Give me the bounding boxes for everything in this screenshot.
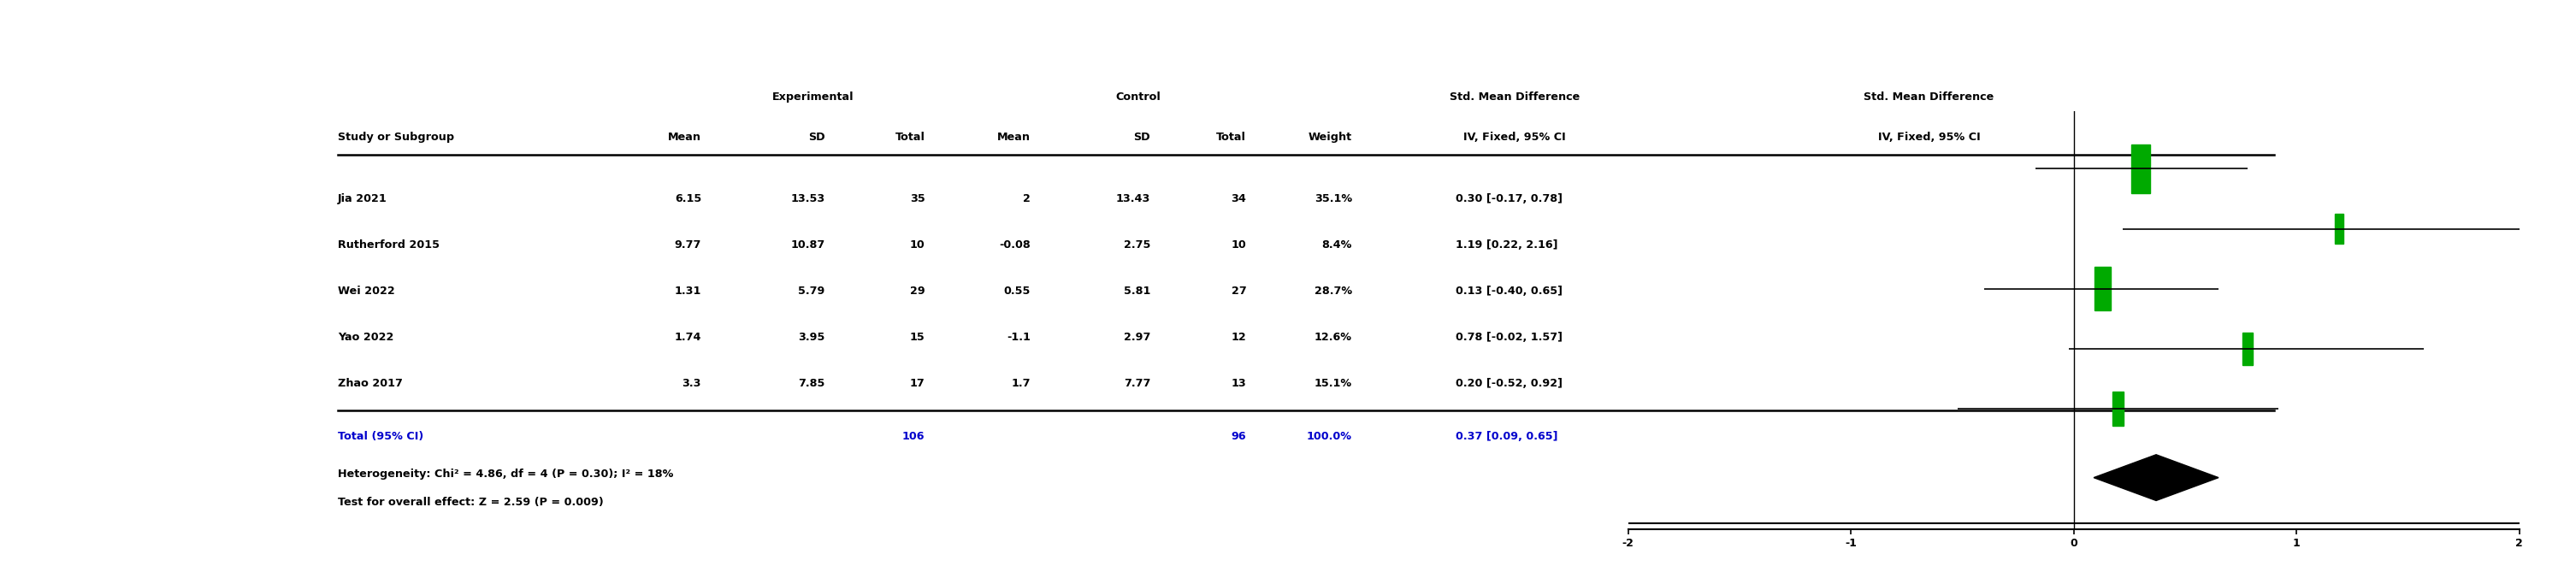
Text: 15.1%: 15.1% — [1314, 378, 1352, 389]
Text: Mean: Mean — [667, 132, 701, 142]
Text: 10: 10 — [909, 239, 925, 251]
Text: 8.4%: 8.4% — [1321, 239, 1352, 251]
Text: 1.74: 1.74 — [675, 332, 701, 343]
Text: Total: Total — [894, 132, 925, 142]
Text: 100.0%: 100.0% — [1306, 431, 1352, 442]
Text: 27: 27 — [1231, 285, 1247, 297]
Text: Mean: Mean — [997, 132, 1030, 142]
Text: 29: 29 — [909, 285, 925, 297]
Text: Experimental: Experimental — [773, 92, 855, 103]
Text: 1.31: 1.31 — [675, 285, 701, 297]
Text: Yao 2022: Yao 2022 — [337, 332, 394, 343]
Text: Std. Mean Difference: Std. Mean Difference — [1450, 92, 1579, 103]
Text: IV, Fixed, 95% CI: IV, Fixed, 95% CI — [1878, 132, 1981, 142]
Text: 2.75: 2.75 — [1123, 239, 1151, 251]
Text: 12: 12 — [1231, 332, 1247, 343]
Text: Wei 2022: Wei 2022 — [337, 285, 394, 297]
Text: 28.7%: 28.7% — [1314, 285, 1352, 297]
Bar — [2244, 333, 2251, 365]
Text: 7.85: 7.85 — [799, 378, 824, 389]
Text: 10: 10 — [1231, 239, 1247, 251]
Text: SD: SD — [809, 132, 824, 142]
Text: 5.79: 5.79 — [799, 285, 824, 297]
Text: 7.77: 7.77 — [1123, 378, 1151, 389]
Polygon shape — [2094, 455, 2218, 500]
Text: 17: 17 — [909, 378, 925, 389]
Bar — [2094, 267, 2110, 311]
Text: IV, Fixed, 95% CI: IV, Fixed, 95% CI — [1463, 132, 1566, 142]
Text: 13.43: 13.43 — [1115, 193, 1151, 204]
Text: Total (95% CI): Total (95% CI) — [337, 431, 422, 442]
Text: 35: 35 — [909, 193, 925, 204]
Text: Test for overall effect: Z = 2.59 (P = 0.009): Test for overall effect: Z = 2.59 (P = 0… — [337, 497, 603, 508]
Bar — [2334, 214, 2344, 244]
Text: 5.81: 5.81 — [1123, 285, 1151, 297]
Text: 3.3: 3.3 — [683, 378, 701, 389]
Text: Weight: Weight — [1309, 132, 1352, 142]
Text: 0.20 [-0.52, 0.92]: 0.20 [-0.52, 0.92] — [1455, 378, 1564, 389]
Text: SD: SD — [1133, 132, 1151, 142]
Text: Control: Control — [1115, 92, 1162, 103]
Text: 35.1%: 35.1% — [1314, 193, 1352, 204]
Text: 0.30 [-0.17, 0.78]: 0.30 [-0.17, 0.78] — [1455, 193, 1564, 204]
Text: 0.37 [0.09, 0.65]: 0.37 [0.09, 0.65] — [1455, 431, 1558, 442]
Text: Heterogeneity: Chi² = 4.86, df = 4 (P = 0.30); I² = 18%: Heterogeneity: Chi² = 4.86, df = 4 (P = … — [337, 468, 672, 479]
Text: 96: 96 — [1231, 431, 1247, 442]
Text: -1.1: -1.1 — [1007, 332, 1030, 343]
Text: 0.55: 0.55 — [1005, 285, 1030, 297]
Text: 0.78 [-0.02, 1.57]: 0.78 [-0.02, 1.57] — [1455, 332, 1564, 343]
Text: 10.87: 10.87 — [791, 239, 824, 251]
Text: Std. Mean Difference: Std. Mean Difference — [1865, 92, 1994, 103]
Text: 2: 2 — [1023, 193, 1030, 204]
Text: 3.95: 3.95 — [799, 332, 824, 343]
Text: 13: 13 — [1231, 378, 1247, 389]
Text: Total: Total — [1216, 132, 1247, 142]
Text: 0.13 [-0.40, 0.65]: 0.13 [-0.40, 0.65] — [1455, 285, 1564, 297]
Text: -0.08: -0.08 — [999, 239, 1030, 251]
Text: Rutherford 2015: Rutherford 2015 — [337, 239, 440, 251]
Text: 34: 34 — [1231, 193, 1247, 204]
Text: 106: 106 — [902, 431, 925, 442]
Text: 2.97: 2.97 — [1123, 332, 1151, 343]
Bar — [2112, 392, 2123, 426]
Text: 1.19 [0.22, 2.16]: 1.19 [0.22, 2.16] — [1455, 239, 1558, 251]
Text: 1.7: 1.7 — [1012, 378, 1030, 389]
Text: Jia 2021: Jia 2021 — [337, 193, 386, 204]
Text: 15: 15 — [909, 332, 925, 343]
Text: 9.77: 9.77 — [675, 239, 701, 251]
Text: Study or Subgroup: Study or Subgroup — [337, 132, 453, 142]
Text: 13.53: 13.53 — [791, 193, 824, 204]
Text: Zhao 2017: Zhao 2017 — [337, 378, 402, 389]
Bar — [2130, 145, 2151, 193]
Text: 6.15: 6.15 — [675, 193, 701, 204]
Text: 12.6%: 12.6% — [1314, 332, 1352, 343]
